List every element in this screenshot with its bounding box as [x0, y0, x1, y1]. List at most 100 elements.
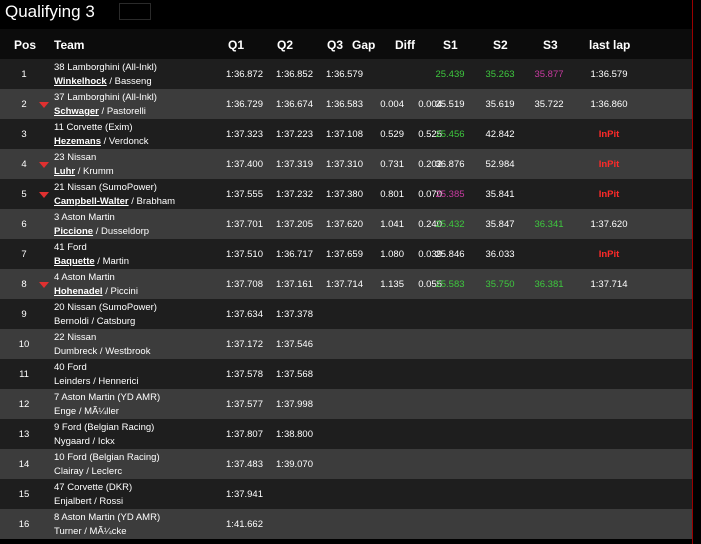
last-lap-cell: 1:36.579 [590, 69, 628, 80]
co-driver-name: Enge / MÃ¼ller [54, 406, 119, 417]
co-driver-name: Piccini [110, 286, 138, 297]
last-lap-cell: 1:37.620 [590, 219, 628, 230]
s2-cell: 42.842 [485, 129, 515, 140]
q1-cell: 1:37.634 [226, 309, 263, 320]
s2-cell: 35.619 [485, 99, 515, 110]
co-driver-name: Martin [102, 256, 129, 267]
co-driver-name: Bernoldi / Catsburg [54, 316, 136, 327]
s2-cell: 52.984 [485, 159, 515, 170]
car-name: 23 Nissan [54, 152, 97, 163]
position-cell: 2 [21, 99, 27, 110]
car-name: 4 Aston Martin [54, 272, 115, 283]
diff-cell: 0.240 [418, 219, 442, 230]
header-q3: Q3 [327, 38, 344, 52]
header-pos: Pos [14, 38, 37, 52]
q2-cell: 1:37.223 [276, 129, 313, 140]
q2-cell: 1:37.568 [276, 369, 313, 380]
header-q1: Q1 [228, 38, 245, 52]
position-cell: 5 [21, 189, 27, 200]
drivers-cell: Hohenadel / Piccini [54, 286, 138, 297]
s1-cell: 25.846 [435, 249, 465, 260]
q2-cell: 1:37.319 [276, 159, 313, 170]
q2-cell: 1:38.800 [276, 429, 313, 440]
q1-cell: 1:37.400 [226, 159, 263, 170]
position-cell: 12 [18, 399, 30, 410]
header-diff: Diff [395, 38, 415, 52]
title-black-box [119, 3, 151, 20]
drivers-cell: Enjalbert / Rossi [54, 496, 123, 507]
car-name: 8 Aston Martin (YD AMR) [54, 512, 161, 523]
q2-cell: 1:37.232 [276, 189, 313, 200]
lead-driver-name: Luhr [54, 166, 76, 177]
car-name: 10 Ford (Belgian Racing) [54, 452, 160, 463]
co-driver-name: Dusseldorp [101, 226, 150, 237]
q1-cell: 1:37.510 [226, 249, 263, 260]
diff-cell: 0.202 [418, 159, 442, 170]
q1-cell: 1:37.708 [226, 279, 263, 290]
position-cell: 16 [18, 519, 30, 530]
diff-cell: 0.039 [418, 249, 442, 260]
drivers-cell: Campbell-Walter / Brabham [54, 196, 175, 207]
last-lap-cell: 1:37.714 [590, 279, 628, 290]
s1-cell: 25.519 [435, 99, 465, 110]
q3-cell: 1:37.620 [326, 219, 363, 230]
table-row: 5 21 Nissan (SumoPower) Campbell-Walter / … [0, 179, 692, 209]
header-last-lap: last lap [589, 38, 631, 52]
position-lost-arrow-icon [39, 192, 49, 198]
drivers-cell: Winkelhock / Basseng [54, 76, 152, 87]
lead-driver-name: Schwager [54, 106, 99, 117]
last-lap-cell: InPit [598, 159, 620, 170]
header-s2: S2 [493, 38, 508, 52]
lead-driver-name: Winkelhock [54, 76, 107, 87]
position-cell: 15 [18, 489, 30, 500]
car-name: 37 Lamborghini (All-Inkl) [54, 92, 157, 103]
s2-cell: 35.847 [485, 219, 515, 230]
driver-separator: / [93, 226, 101, 237]
co-driver-name: Leinders / Hennerici [54, 376, 139, 387]
header-q2: Q2 [277, 38, 294, 52]
gap-cell: 0.004 [380, 99, 404, 110]
q3-cell: 1:37.659 [326, 249, 363, 260]
lead-driver-name: Hohenadel [54, 286, 103, 297]
table-row: 7 41 Ford Baquette / Martin 1:37.510 1:36.71… [0, 239, 692, 269]
q1-cell: 1:37.941 [226, 489, 263, 500]
diff-cell: 0.525 [418, 129, 442, 140]
position-cell: 3 [21, 129, 27, 140]
table-row: 15 47 Corvette (DKR) Enjalbert / Rossi 1:37… [0, 479, 692, 509]
header-gap: Gap [352, 38, 376, 52]
position-cell: 7 [21, 249, 27, 260]
results-table-body: 1 38 Lamborghini (All-Inkl) Winkelhock / B… [0, 59, 692, 539]
drivers-cell: Luhr / Krumm [54, 166, 114, 177]
q2-cell: 1:37.378 [276, 309, 313, 320]
q2-cell: 1:36.674 [276, 99, 313, 110]
driver-separator: / [106, 76, 115, 87]
drivers-cell: Bernoldi / Catsburg [54, 316, 135, 327]
co-driver-name: Enjalbert / Rossi [54, 496, 124, 507]
s1-cell: 25.432 [435, 219, 465, 230]
co-driver-name: Nygaard / Ickx [54, 436, 115, 447]
s2-cell: 35.750 [485, 279, 515, 290]
header-s3: S3 [543, 38, 558, 52]
s1-cell: 25.385 [435, 189, 465, 200]
lead-driver-name: Hezemans [54, 136, 101, 147]
header-team: Team [54, 38, 85, 52]
s1-cell: 25.583 [435, 279, 465, 290]
car-name: 41 Ford [54, 242, 87, 253]
q2-cell: 1:37.998 [276, 399, 313, 410]
car-name: 7 Aston Martin (YD AMR) [54, 392, 161, 403]
right-border-line [692, 0, 693, 544]
q3-cell: 1:37.310 [326, 159, 363, 170]
table-row: 8 4 Aston Martin Hohenadel / Piccini 1:37.7… [0, 269, 692, 299]
car-name: 38 Lamborghini (All-Inkl) [54, 62, 157, 73]
q2-cell: 1:37.546 [276, 339, 313, 350]
position-cell: 4 [21, 159, 27, 170]
table-row: 6 3 Aston Martin Piccione / Dusseldorp 1:37… [0, 209, 692, 239]
co-driver-name: Turner / MÃ¼cke [54, 526, 127, 537]
header-s1: S1 [443, 38, 458, 52]
position-cell: 9 [21, 309, 27, 320]
s2-cell: 35.841 [485, 189, 515, 200]
drivers-cell: Clairay / Leclerc [54, 466, 122, 477]
car-name: 3 Aston Martin [54, 212, 115, 223]
table-row: 3 11 Corvette (Exim) Hezemans / Verdonck 1:… [0, 119, 692, 149]
table-row: 10 22 Nissan Dumbreck / Westbrook 1:37.172 1… [0, 329, 692, 359]
